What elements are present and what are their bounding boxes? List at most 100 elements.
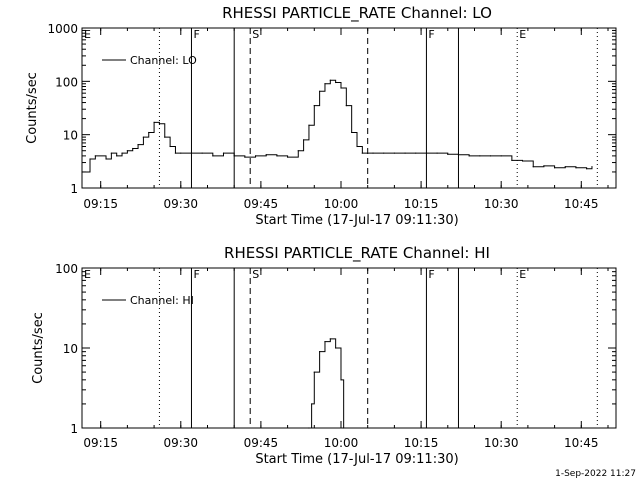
panel-1-x-tick-label: 10:30 — [484, 197, 519, 211]
panel-2-data-point — [324, 341, 326, 343]
panel-2-x-tick-label: 10:30 — [484, 436, 519, 450]
panel-2-group: RHESSI PARTICLE_RATE Channel: HI Start Ti… — [31, 244, 617, 467]
panel-1-data-point — [132, 147, 134, 150]
panel-1-x-axis-label: Start Time (17-Jul-17 09:11:30) — [255, 213, 458, 228]
panel-1-data-point — [153, 121, 155, 123]
panel-1-data-point — [142, 136, 145, 138]
panel-2-series-line-1 — [308, 338, 345, 428]
panel-2-legend-label: Channel: HI — [130, 294, 194, 307]
panel-1-data-point — [532, 166, 534, 168]
panel-1-x-tick-label: 10:15 — [404, 197, 439, 211]
panel-1-data-point — [521, 160, 524, 162]
panel-1-title: RHESSI PARTICLE_RATE Channel: LO — [222, 4, 492, 23]
panel-1-y-tick-label: 1 — [70, 182, 78, 196]
panel-2-event-marker-label: F — [193, 268, 199, 281]
panel-1-data-point — [313, 105, 315, 107]
timestamp: 1-Sep-2022 11:27 — [555, 469, 636, 479]
panel-2-plot-frame — [81, 267, 617, 429]
panel-1-data-point — [265, 154, 267, 156]
panel-1-x-tick-label: 10:00 — [324, 197, 359, 211]
panel-2-data-point — [329, 338, 331, 340]
panel-1-data-point — [233, 155, 235, 157]
panel-1-event-marker-label: F — [193, 28, 199, 41]
panel-1-legend-label: Channel: LO — [130, 54, 197, 67]
panel-2-data-point — [308, 427, 310, 429]
panel-1-data-point — [297, 150, 299, 152]
panel-2-x-tick-label: 10:15 — [404, 436, 439, 450]
panel-1-data-point — [222, 152, 225, 154]
panel-2-title: RHESSI PARTICLE_RATE Channel: HI — [224, 244, 490, 263]
panel-1-data-point — [164, 136, 166, 138]
panel-1-data-point — [372, 152, 374, 154]
panel-1-data-point — [201, 152, 203, 154]
panel-1-y-tick-label: 100 — [55, 75, 78, 89]
panel-1-event-marker-label: E — [519, 28, 526, 41]
panel-2-data-point — [343, 427, 345, 429]
panel-1-data-point — [276, 155, 278, 157]
panel-2-x-tick-label: 10:00 — [324, 436, 359, 450]
panel-1-y-axis-label: Counts/sec — [25, 72, 40, 144]
panel-1-data-point — [489, 155, 492, 157]
panel-1-event-marker-label: E — [84, 28, 91, 41]
panel-1-x-tick-label: 09:15 — [83, 197, 118, 211]
panel-1-data-point — [553, 167, 556, 169]
panel-1-data-point — [383, 152, 385, 154]
panel-1-y-tick-label: 1000 — [47, 22, 78, 36]
panel-2-x-tick-label: 10:45 — [564, 436, 599, 450]
panel-2-data-point — [335, 347, 337, 349]
panel-1-data-point — [436, 152, 438, 154]
panel-1-data-point — [158, 123, 161, 125]
panel-1-data-point — [329, 79, 331, 81]
panel-1-data-point — [308, 124, 310, 126]
panel-1-data-point — [591, 166, 593, 168]
panel-1-data-point — [351, 131, 353, 134]
panel-1-data-point — [324, 83, 326, 85]
panel-2-event-marker-label: E — [84, 268, 91, 281]
panel-2-y-tick-label: 1 — [70, 422, 78, 436]
panel-1-data-point — [500, 155, 502, 157]
panel-1-data-point — [116, 155, 118, 157]
panel-1-data-point — [89, 158, 91, 160]
panel-2-x-axis-label: Start Time (17-Jul-17 09:11:30) — [255, 452, 458, 467]
panel-2-y-tick-label: 100 — [55, 262, 78, 276]
panel-1-data-point — [81, 171, 83, 173]
panel-1-data-point — [169, 145, 171, 148]
panel-1-plot-frame — [81, 27, 617, 189]
panel-1-data-point — [190, 152, 193, 154]
panel-1-data-point — [457, 154, 460, 156]
panel-1-data-point — [335, 81, 337, 84]
panel-2-data-point — [311, 403, 313, 405]
panel-2-data-point — [340, 379, 342, 381]
panel-1-data-point — [575, 167, 577, 169]
panel-1-data-point — [425, 152, 428, 154]
panel-1-event-marker-label: S — [252, 28, 259, 41]
panel-1-data-point — [303, 139, 305, 141]
panel-1-data-point — [244, 156, 246, 158]
panel-1-data-point — [415, 152, 417, 154]
panel-1-data-point — [126, 150, 128, 152]
panel-1-data-point — [340, 87, 342, 89]
panel-2-event-marker-label: F — [428, 268, 434, 281]
panel-1-data-point — [286, 156, 289, 158]
panel-1-data-point — [110, 152, 112, 154]
panel-2-y-tick-label: 10 — [63, 342, 78, 356]
panel-1-data-point — [511, 159, 513, 161]
panel-2-x-tick-label: 09:45 — [244, 436, 279, 450]
panel-1-data-point — [137, 144, 139, 146]
panel-1-data-point — [174, 152, 177, 154]
panel-1-data-point — [404, 152, 406, 154]
panel-1-data-point — [94, 155, 96, 157]
panel-1-data-point — [345, 105, 347, 107]
panel-1-data-point — [479, 155, 481, 157]
panel-2-data-point — [313, 371, 315, 373]
panel-2-y-axis-label: Counts/sec — [31, 312, 46, 384]
panel-1-y-tick-label: 10 — [63, 129, 78, 143]
panel-2-data-point — [319, 351, 321, 353]
panel-1-data-point — [543, 165, 545, 167]
panel-2-event-marker-label: S — [252, 268, 259, 281]
panel-1-x-tick-label: 09:30 — [163, 197, 198, 211]
panel-1-event-marker-label: F — [428, 28, 434, 41]
panel-1-data-point — [356, 145, 358, 148]
panel-2-event-marker-label: E — [519, 268, 526, 281]
